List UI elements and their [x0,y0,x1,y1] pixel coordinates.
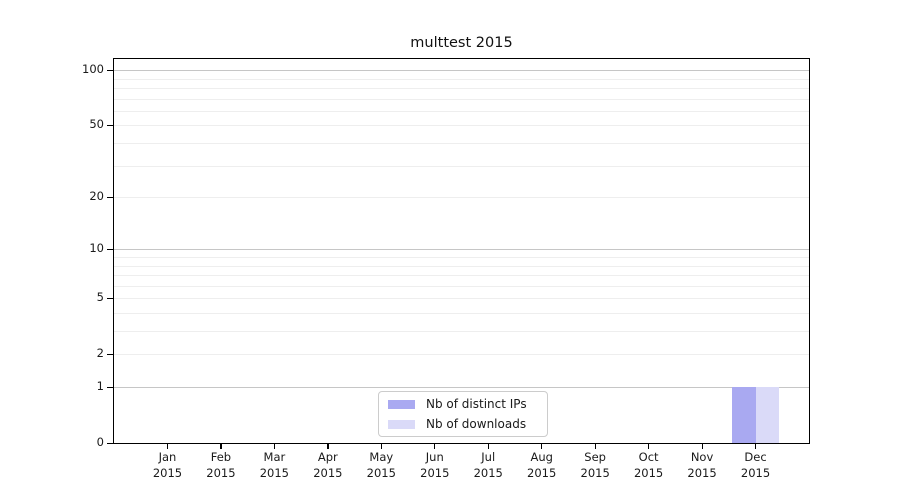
plot-area [113,58,810,444]
x-tick-month: Jul [481,450,496,464]
x-tick-label: Sep 2015 [563,450,627,481]
legend-swatch-downloads [388,419,415,429]
bar-downloads [755,387,780,443]
legend-swatch-distinct-ips [388,399,415,409]
x-tick-mark [327,444,329,449]
gridline-minor [114,98,809,100]
y-tick-label: 5 [96,290,104,305]
gridline-major [114,70,809,72]
gridline-minor [114,197,809,199]
x-tick-label: Oct 2015 [617,450,681,481]
x-tick-month: Apr [317,450,338,464]
gridline-minor [114,88,809,89]
y-tick-mark [107,69,113,71]
gridline-minor [114,331,809,332]
x-tick-month: Aug [530,450,553,464]
x-tick-label: Aug 2015 [510,450,574,481]
gridline-minor [114,165,809,167]
x-tick-label: Jun 2015 [403,450,467,481]
y-tick-label: 2 [96,346,104,361]
x-tick-year: 2015 [152,465,183,480]
y-tick-label: 10 [89,241,104,256]
x-tick-mark [434,444,436,449]
x-tick-mark [166,444,169,449]
legend-label-downloads: Nb of downloads [426,417,527,431]
x-tick-mark [220,444,222,449]
x-tick-year: 2015 [313,465,343,480]
gridline-minor [114,275,809,277]
x-tick-year: 2015 [580,465,610,480]
gridline-minor [114,354,809,356]
x-tick-month: Sep [584,450,606,464]
x-tick-year: 2015 [473,465,503,480]
x-tick-year: 2015 [740,465,771,480]
x-tick-label: Jan 2015 [135,450,199,481]
bar-distinct-ips [732,387,756,443]
y-tick-mark [107,353,113,355]
gridline-major [114,249,809,251]
gridline-minor [114,298,809,300]
x-tick-label: Dec 2015 [724,450,788,481]
x-tick-year: 2015 [687,465,717,480]
x-tick-mark [648,444,650,449]
y-tick-mark [107,196,113,198]
x-tick-mark [487,444,489,449]
x-tick-mark [273,444,276,449]
legend-label-distinct-ips: Nb of distinct IPs [426,397,527,411]
bars-layer [114,59,809,443]
x-tick-mark [701,444,703,449]
x-tick-month: Jan [158,450,177,464]
legend: Nb of distinct IPs Nb of downloads [378,391,548,437]
x-tick-mark [541,444,543,449]
chart-title: multtest 2015 [410,35,513,51]
x-tick-month: Mar [263,450,286,464]
gridline-minor [114,110,809,112]
y-tick-label: 100 [82,62,104,77]
x-tick-month: Nov [690,450,714,464]
x-tick-month: Jun [425,450,444,464]
x-tick-label: Jul 2015 [456,450,520,481]
x-tick-year: 2015 [366,465,396,480]
x-tick-label: Apr 2015 [296,450,360,481]
y-tick-mark [107,297,113,299]
y-tick-label: 1 [96,379,104,393]
legend-item-downloads: Nb of downloads [388,417,538,431]
x-tick-mark [594,444,596,449]
x-tick-year: 2015 [206,465,236,480]
y-tick-label: 20 [89,189,104,204]
y-tick-mark [107,124,113,127]
x-tick-month: May [369,450,394,464]
gridline-minor [114,256,809,258]
x-tick-month: Dec [744,450,767,464]
x-tick-year: 2015 [527,465,557,480]
x-tick-year: 2015 [420,465,450,480]
y-tick-mark [107,248,113,250]
x-tick-label: May 2015 [349,450,413,481]
x-tick-label: Mar 2015 [242,450,306,481]
gridline-minor [114,143,809,144]
x-tick-label: Feb 2015 [189,450,253,481]
y-tick-label: 50 [89,117,104,132]
x-tick-year: 2015 [259,465,290,480]
gridline-minor [114,312,809,314]
x-tick-mark [755,444,757,449]
x-tick-year: 2015 [633,465,664,480]
x-tick-mark [380,444,382,449]
gridline-minor [114,265,809,267]
x-tick-month: Feb [210,450,232,464]
gridline-minor [114,285,809,287]
gridlines-layer [114,59,809,443]
y-tick-mark [107,442,113,444]
x-tick-label: Nov 2015 [670,450,734,481]
y-tick-mark [107,386,113,388]
gridline-major [114,387,809,388]
x-tick-month: Oct [638,450,659,464]
y-tick-label: 0 [96,435,104,449]
gridline-minor [114,125,809,127]
gridline-minor [114,78,809,80]
legend-item-distinct-ips: Nb of distinct IPs [388,397,538,411]
